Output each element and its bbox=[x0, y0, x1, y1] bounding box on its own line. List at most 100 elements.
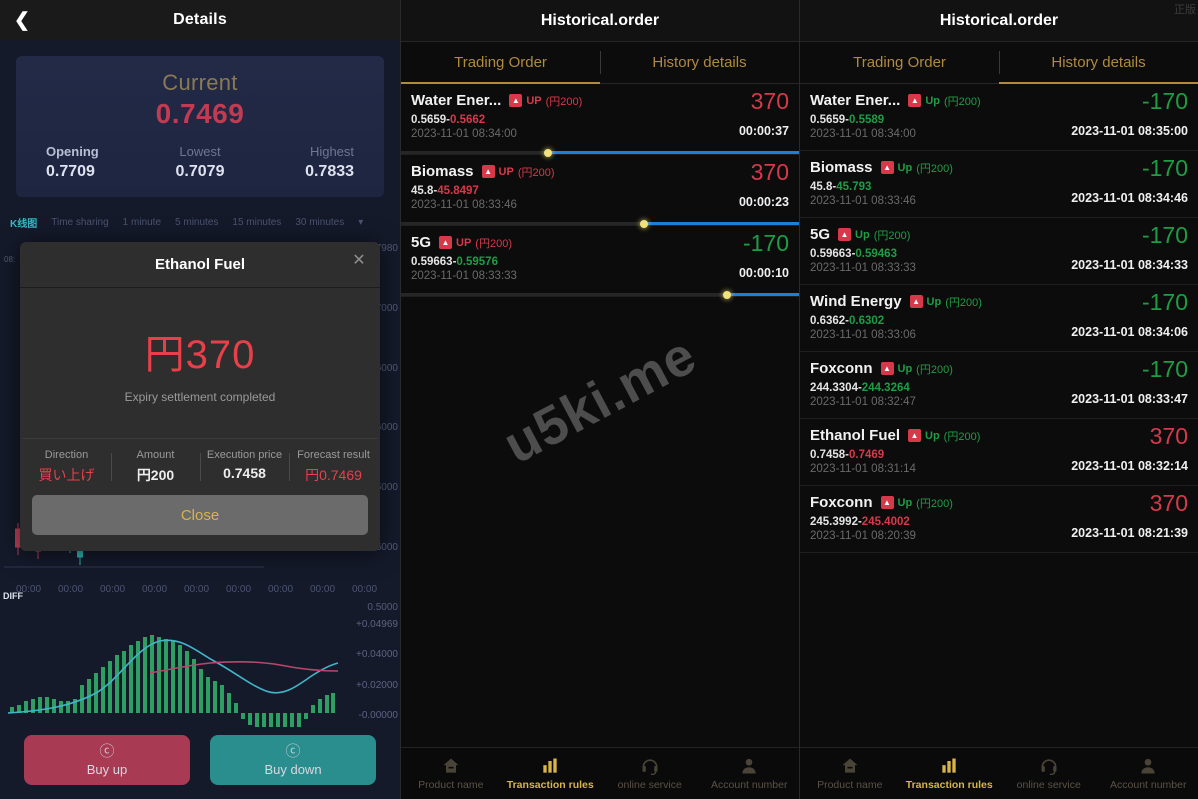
order-direction: ▲ UP (円200) bbox=[481, 164, 555, 180]
nav-item-1[interactable]: Transaction rules bbox=[501, 748, 601, 799]
bars-icon bbox=[942, 758, 956, 773]
order-progress bbox=[401, 148, 799, 157]
trade-actions: ⓒ Buy up ⓒ Buy down bbox=[0, 727, 400, 799]
nav-item-2[interactable]: online service bbox=[999, 748, 1099, 799]
order-stake: (円200) bbox=[943, 95, 981, 108]
up-arrow-icon: ▲ bbox=[880, 161, 894, 174]
kline-timeframe-bar[interactable]: K线图 Time sharing 1 minute 5 minutes 15 m… bbox=[10, 213, 390, 231]
chevron-down-icon[interactable]: ▾ bbox=[358, 216, 364, 228]
order-direction: ▲ Up (円200) bbox=[838, 227, 910, 243]
buy-down-button[interactable]: ⓒ Buy down bbox=[210, 735, 376, 785]
order-row-head: Water Ener... ▲ UP (円200) bbox=[411, 92, 789, 109]
quote-stat-label: Opening bbox=[46, 144, 99, 159]
nav-item-0[interactable]: Product name bbox=[401, 748, 501, 799]
x-tick: 00:00 bbox=[58, 584, 84, 595]
x-tick: 00:00 bbox=[352, 584, 378, 595]
settlement-status: Expiry settlement completed bbox=[124, 390, 276, 404]
order-list-middle[interactable]: Water Ener... ▲ UP (円200) 370 0.5659-0.5… bbox=[401, 84, 799, 299]
x-tick: 00:00 bbox=[226, 584, 252, 595]
table-row[interactable]: Wind Energy ▲ Up (円200) -170 0.6362-0.63… bbox=[800, 285, 1198, 352]
order-direction: ▲ Up (円200) bbox=[908, 428, 980, 444]
bottom-nav-middle[interactable]: Product name Transaction rules online se… bbox=[401, 747, 799, 799]
order-open-time: 2023-11-01 08:20:39 bbox=[810, 530, 916, 542]
order-direction-label: UP bbox=[526, 94, 542, 107]
table-row[interactable]: Biomass ▲ Up (円200) -170 45.8-45.793 202… bbox=[800, 151, 1198, 218]
back-icon[interactable]: ❮ bbox=[14, 9, 30, 31]
kline-option-4[interactable]: 30 minutes bbox=[295, 216, 345, 228]
nav-item-1[interactable]: Transaction rules bbox=[900, 748, 1000, 799]
table-row[interactable]: Water Ener... ▲ UP (円200) 370 0.5659-0.5… bbox=[401, 84, 799, 157]
modal-stat-direction: Direction 買い上げ bbox=[22, 449, 111, 485]
table-row[interactable]: Ethanol Fuel ▲ Up (円200) 370 0.7458-0.74… bbox=[800, 419, 1198, 486]
chart-y-axis: 0.7980 0.7000 0.6000 0.6000 0.5000 0.500… bbox=[367, 243, 398, 613]
order-stake: (円200) bbox=[545, 95, 583, 108]
order-direction: ▲ Up (円200) bbox=[880, 361, 953, 377]
yen-up-icon: ⓒ bbox=[99, 742, 115, 760]
order-direction-label: UP bbox=[456, 236, 472, 249]
order-asset-name: Water Ener... bbox=[411, 92, 502, 109]
macd-y-tick: -0.00000 bbox=[358, 709, 398, 721]
table-row[interactable]: Foxconn ▲ Up (円200) 370 245.3992-245.400… bbox=[800, 486, 1198, 553]
user-icon bbox=[742, 758, 756, 774]
kline-option-1[interactable]: 1 minute bbox=[122, 216, 162, 228]
quote-stat-highest: Highest 0.7833 bbox=[251, 144, 372, 181]
tab-trading-order[interactable]: Trading Order bbox=[401, 42, 600, 84]
table-row[interactable]: 5G ▲ Up (円200) -170 0.59663-0.59463 2023… bbox=[800, 218, 1198, 285]
tab-history-details[interactable]: History details bbox=[600, 42, 799, 83]
order-prices: 45.8-45.8497 bbox=[411, 185, 479, 197]
bottom-nav-right[interactable]: Product name Transaction rules online se… bbox=[800, 747, 1198, 799]
y-tick: 0.5000 bbox=[367, 542, 398, 554]
yen-down-icon: ⓒ bbox=[285, 742, 301, 760]
order-header-middle: Historical.order bbox=[401, 0, 799, 42]
nav-item-3[interactable]: Account number bbox=[700, 748, 800, 799]
order-pnl: 370 bbox=[1149, 423, 1188, 449]
kline-option-3[interactable]: 15 minutes bbox=[232, 216, 282, 228]
tab-history-details[interactable]: History details bbox=[999, 42, 1198, 84]
kline-option-0[interactable]: Time sharing bbox=[51, 216, 109, 228]
tab-trading-order[interactable]: Trading Order bbox=[853, 54, 946, 71]
nav-item-3[interactable]: Account number bbox=[1099, 748, 1198, 799]
order-page-title: Historical.order bbox=[540, 11, 660, 29]
x-tick: 00:00 bbox=[184, 584, 210, 595]
nav-item-2[interactable]: online service bbox=[600, 748, 700, 799]
up-arrow-icon: ▲ bbox=[509, 94, 523, 107]
order-prices: 0.59663-0.59576 bbox=[411, 256, 498, 268]
table-row[interactable]: Water Ener... ▲ Up (円200) -170 0.5659-0.… bbox=[800, 84, 1198, 151]
nav-item-0[interactable]: Product name bbox=[800, 748, 900, 799]
order-countdown: 00:00:37 bbox=[738, 124, 789, 138]
order-stake: (円200) bbox=[873, 229, 911, 242]
kline-selected[interactable]: K线图 bbox=[10, 218, 38, 230]
order-open-time: 2023-11-01 08:33:46 bbox=[810, 195, 916, 207]
order-stake: (円200) bbox=[916, 162, 953, 175]
order-stake: (円200) bbox=[517, 166, 555, 179]
order-page-title: Historical.order bbox=[939, 11, 1059, 29]
modal-close-button[interactable]: Close bbox=[32, 495, 368, 535]
order-asset-name: Foxconn bbox=[810, 360, 873, 377]
table-row[interactable]: Foxconn ▲ Up (円200) -170 244.3304-244.32… bbox=[800, 352, 1198, 419]
order-list-right[interactable]: Water Ener... ▲ Up (円200) -170 0.5659-0.… bbox=[800, 84, 1198, 553]
modal-header: Ethanol Fuel ✕ bbox=[20, 242, 380, 288]
x-tick: 00:00 bbox=[268, 584, 294, 595]
kline-option-2[interactable]: 5 minutes bbox=[175, 216, 219, 228]
table-row[interactable]: 5G ▲ UP (円200) -170 0.59663-0.59576 2023… bbox=[401, 226, 799, 299]
nav-item-label: Transaction rules bbox=[506, 779, 594, 791]
order-settle-time: 2023-11-01 08:34:33 bbox=[1071, 258, 1188, 272]
order-header-right: Historical.order bbox=[800, 0, 1198, 42]
settlement-amount: 円370 bbox=[144, 333, 256, 377]
up-arrow-icon: ▲ bbox=[880, 496, 894, 509]
up-arrow-icon: ▲ bbox=[880, 362, 894, 375]
modal-stat-forecast-result: Forecast result 円0.7469 bbox=[289, 449, 378, 485]
order-pnl: -170 bbox=[1141, 289, 1188, 315]
home-icon bbox=[443, 758, 459, 773]
nav-item-label: Transaction rules bbox=[905, 779, 993, 791]
buy-down-label: Buy down bbox=[264, 761, 322, 777]
close-icon[interactable]: ✕ bbox=[352, 252, 366, 269]
buy-up-button[interactable]: ⓒ Buy up bbox=[24, 735, 190, 785]
order-asset-name: Ethanol Fuel bbox=[810, 427, 900, 444]
chart-x-axis: 00:00 00:00 00:00 00:00 00:00 00:00 00:0… bbox=[0, 584, 400, 595]
table-row[interactable]: Biomass ▲ UP (円200) 370 45.8-45.8497 202… bbox=[401, 155, 799, 228]
quote-stat-opening: Opening 0.7709 bbox=[28, 144, 149, 181]
diff-label: DIFF bbox=[3, 591, 23, 601]
order-direction: ▲ UP (円200) bbox=[439, 235, 512, 251]
